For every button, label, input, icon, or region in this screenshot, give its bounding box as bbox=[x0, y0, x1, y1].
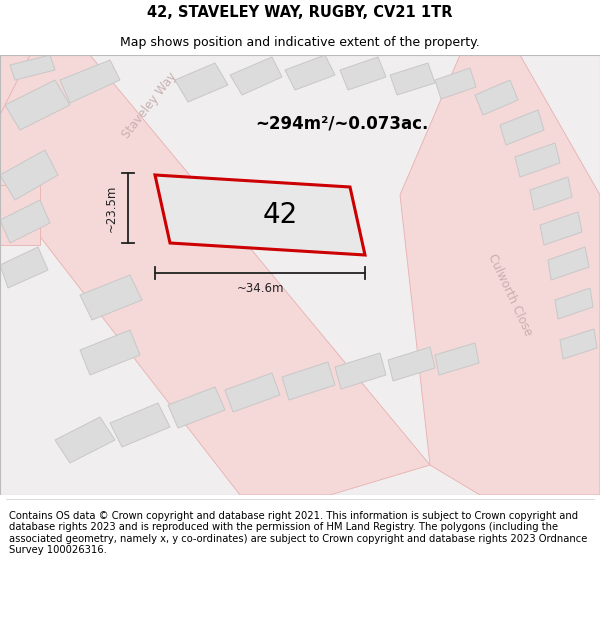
Polygon shape bbox=[225, 373, 280, 412]
Polygon shape bbox=[0, 185, 40, 245]
Polygon shape bbox=[435, 343, 479, 375]
Polygon shape bbox=[0, 55, 30, 115]
Polygon shape bbox=[540, 212, 582, 245]
Polygon shape bbox=[285, 55, 335, 90]
Text: Staveley Way: Staveley Way bbox=[120, 69, 180, 141]
Polygon shape bbox=[0, 200, 50, 243]
Polygon shape bbox=[0, 55, 430, 495]
Polygon shape bbox=[390, 63, 435, 95]
Polygon shape bbox=[155, 175, 365, 255]
Polygon shape bbox=[560, 329, 597, 359]
Text: ~34.6m: ~34.6m bbox=[236, 282, 284, 296]
Polygon shape bbox=[388, 347, 435, 381]
Polygon shape bbox=[435, 68, 476, 99]
Polygon shape bbox=[555, 288, 593, 319]
Polygon shape bbox=[5, 80, 70, 130]
Polygon shape bbox=[0, 247, 48, 288]
Polygon shape bbox=[80, 275, 142, 320]
Text: Contains OS data © Crown copyright and database right 2021. This information is : Contains OS data © Crown copyright and d… bbox=[9, 511, 587, 556]
Polygon shape bbox=[548, 247, 589, 280]
Text: ~23.5m: ~23.5m bbox=[105, 184, 118, 232]
Polygon shape bbox=[60, 60, 120, 103]
Polygon shape bbox=[110, 403, 170, 447]
Polygon shape bbox=[80, 330, 140, 375]
Polygon shape bbox=[500, 110, 544, 145]
Polygon shape bbox=[0, 150, 58, 200]
Polygon shape bbox=[10, 55, 55, 80]
Polygon shape bbox=[175, 63, 228, 102]
Text: 42: 42 bbox=[262, 201, 298, 229]
Polygon shape bbox=[230, 57, 282, 95]
Polygon shape bbox=[400, 55, 600, 495]
Polygon shape bbox=[475, 80, 518, 115]
Polygon shape bbox=[55, 417, 115, 463]
Polygon shape bbox=[282, 362, 335, 400]
Text: 42, STAVELEY WAY, RUGBY, CV21 1TR: 42, STAVELEY WAY, RUGBY, CV21 1TR bbox=[147, 4, 453, 19]
Polygon shape bbox=[168, 387, 225, 428]
Polygon shape bbox=[335, 353, 386, 389]
Polygon shape bbox=[340, 57, 386, 90]
Polygon shape bbox=[515, 143, 560, 177]
Text: Map shows position and indicative extent of the property.: Map shows position and indicative extent… bbox=[120, 36, 480, 49]
Text: Culworth Close: Culworth Close bbox=[485, 252, 535, 338]
Text: ~294m²/~0.073ac.: ~294m²/~0.073ac. bbox=[255, 114, 428, 132]
Polygon shape bbox=[530, 177, 572, 210]
